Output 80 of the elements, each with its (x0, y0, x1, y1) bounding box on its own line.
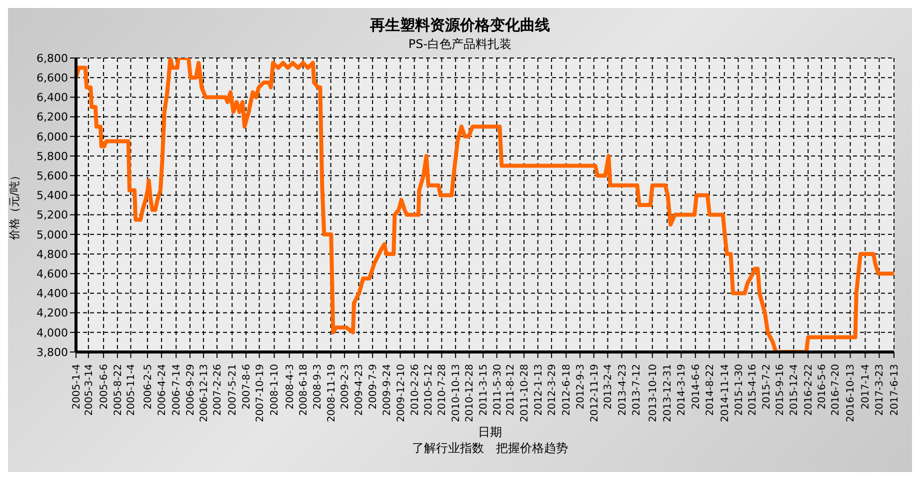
x-tick-label: 2007-2-26 (212, 364, 224, 416)
x-tick-label: 2012-11-19 (589, 364, 600, 422)
x-tick-label: 2016-2-22 (804, 364, 815, 416)
y-tick-label: 4,400 (36, 287, 68, 300)
x-tick-label: 2009-4-23 (354, 364, 366, 416)
text: 了解行业指数 把握价格趋势 (411, 440, 569, 456)
y-tick-label: 5,000 (36, 228, 68, 242)
x-tick-label: 2006-7-14 (172, 364, 183, 416)
x-tick-label: 2011-5-30 (492, 364, 504, 416)
y-axis-title: 价格（元/吨） (8, 170, 21, 241)
x-tick-label: 2008-1-10 (270, 364, 281, 416)
y-tick-label: 3,800 (36, 346, 68, 359)
y-tick-label: 4,000 (36, 326, 68, 340)
x-tick-label: 2017-6-13 (890, 364, 900, 416)
x-tick-label: 2011-10-28 (519, 364, 530, 422)
x-tick-label: 2008-4-3 (284, 364, 296, 410)
y-tick-label: 5,600 (36, 170, 68, 183)
x-tick-label: 2012-3-29 (547, 364, 558, 416)
x-tick-label: 2005-8-22 (112, 364, 124, 416)
x-tick-label: 2006-9-29 (185, 364, 196, 416)
y-tick-label: 6,400 (36, 91, 68, 104)
x-tick-label: 2015-12-4 (789, 364, 800, 416)
x-tick-label: 2014-11-14 (720, 364, 731, 422)
y-tick-label: 5,800 (36, 150, 68, 163)
x-tick-label: 2008-9-3 (312, 364, 324, 410)
x-tick-label: 2006-4-24 (157, 364, 168, 416)
x-tick-label: 2015-9-16 (774, 364, 786, 416)
x-tick-label: 2006-2-5 (142, 364, 154, 410)
x-tick-label: 2013-10-10 (648, 364, 659, 422)
y-tick-label: 6,800 (36, 52, 68, 65)
x-tick-label: 2014-8-22 (704, 364, 716, 416)
x-tick-label: 2016-10-13 (846, 364, 857, 422)
x-tick-label: 2015-1-30 (734, 364, 745, 416)
x-tick-label: 2008-6-18 (298, 364, 310, 416)
x-tick-label: 2006-12-13 (198, 364, 210, 422)
y-tick-label: 6,000 (36, 130, 68, 144)
x-tick-label: 2010-10-13 (451, 364, 462, 422)
x-tick-label: 2010-7-28 (437, 364, 448, 416)
x-tick-label: 2013-12-31 (662, 364, 674, 422)
x-tick-label: 2005-6-6 (99, 364, 110, 410)
x-tick-label: 2005-3-14 (84, 364, 95, 416)
x-tick-label: 2012-1-13 (533, 364, 544, 416)
y-tick-label: 5,200 (36, 208, 68, 222)
x-tick-label: 2015-7-2 (761, 364, 772, 410)
x-tick-label: 2011-3-15 (478, 364, 490, 416)
x-tick-label: 2010-2-26 (410, 364, 421, 416)
x-tick-label: 2007-10-19 (254, 364, 266, 422)
x-axis-title: 日期 (477, 424, 503, 440)
x-tick-label: 2009-9-24 (382, 364, 393, 416)
x-tick-label: 2010-12-28 (464, 364, 476, 422)
x-tick-label: 2007-5-21 (228, 364, 239, 416)
x-tick-label: 2012-9-3 (575, 364, 586, 410)
x-tick-label: 2014-6-6 (690, 364, 702, 410)
x-tick-label: 2009-12-10 (396, 364, 407, 422)
x-tick-label: 2017-3-23 (874, 364, 886, 416)
y-tick-label: 4,800 (36, 248, 68, 261)
y-tick-label: 5,400 (36, 189, 68, 202)
x-tick-label: 2009-7-9 (368, 364, 380, 410)
x-tick-label: 2015-4-16 (747, 364, 758, 416)
x-tick-label: 2014-3-19 (676, 364, 688, 416)
y-tick-label: 4,200 (36, 306, 68, 320)
x-tick-label: 2011-8-12 (506, 364, 517, 416)
x-tick-label: 2013-4-23 (617, 364, 628, 416)
y-tick-label: 6,600 (36, 72, 68, 85)
x-tick-label: 2005-11-4 (126, 364, 138, 416)
chart-subtitle: PS-白色产品料扎装 (407, 36, 513, 52)
x-tick-label: 2013-7-12 (632, 364, 643, 416)
chart-title: 再生塑料资源价格变化曲线 (369, 15, 551, 36)
x-tick-label: 2007-8-6 (241, 364, 252, 410)
x-tick-label: 2013-2-4 (603, 364, 614, 410)
x-tick-label: 2016-5-6 (816, 364, 828, 410)
y-tick-label: 4,600 (36, 268, 68, 281)
x-tick-label: 2017-1-4 (860, 364, 872, 410)
x-tick-label: 2008-11-19 (326, 364, 338, 422)
x-tick-label: 2016-7-20 (830, 364, 842, 416)
x-tick-label: 2010-5-12 (423, 364, 434, 416)
x-tick-label: 2005-1-4 (72, 364, 82, 410)
y-tick-label: 6,200 (36, 110, 68, 124)
x-tick-label: 2012-6-18 (562, 364, 573, 416)
x-tick-label: 2009-2-3 (340, 364, 351, 410)
